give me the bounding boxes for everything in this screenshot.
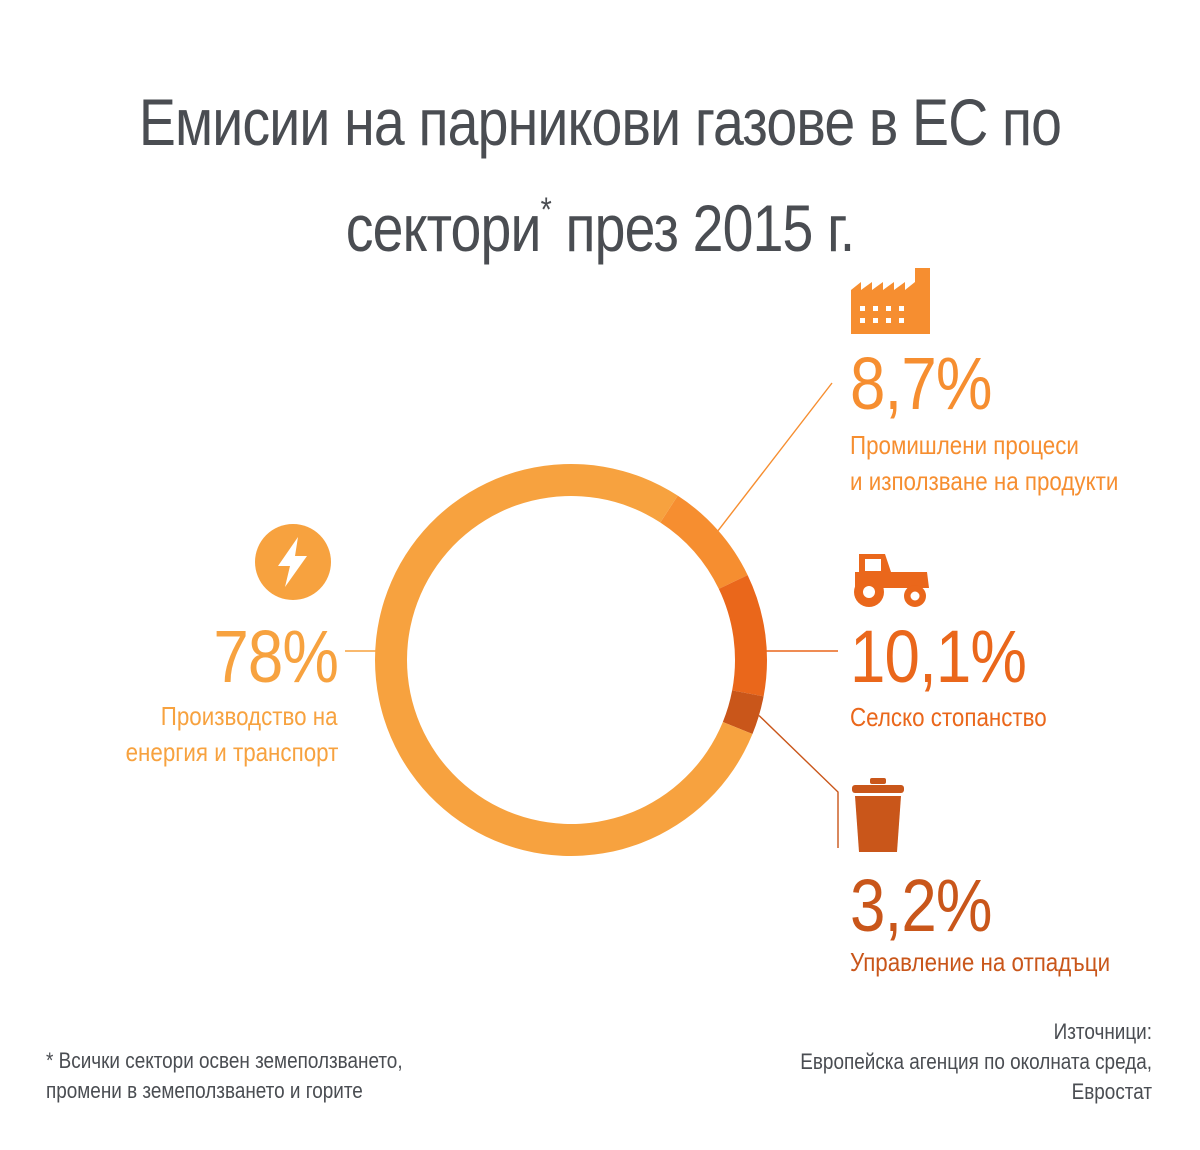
energy-label-line-2: енергия и транспорт xyxy=(125,737,338,767)
leader-line-industry xyxy=(717,382,833,531)
title-line-2-a: сектори xyxy=(345,191,542,265)
donut-slice-1 xyxy=(660,495,748,589)
sources-heading: Източници: xyxy=(1053,1019,1152,1044)
title-line-1: Емисии на парникови газове в ЕС по xyxy=(138,85,1062,159)
sources-line-1: Европейска агенция по околната среда, xyxy=(800,1049,1152,1074)
agriculture-percent: 10,1% xyxy=(850,615,1027,698)
title-line-2: сектори* през 2015 г. xyxy=(96,166,1104,272)
factory-icon xyxy=(851,268,931,339)
donut-slice-2 xyxy=(718,575,767,697)
title-asterisk: * xyxy=(540,191,552,229)
donut-slices xyxy=(374,463,767,856)
trash-can-icon xyxy=(852,778,904,857)
sources: Източници: Европейска агенция по околнат… xyxy=(800,1017,1152,1107)
donut-slice-3 xyxy=(722,690,764,735)
sources-line-2: Евростат xyxy=(1071,1079,1152,1104)
footnote-line-2: промени в земеползването и горите xyxy=(46,1078,363,1103)
tractor-icon xyxy=(851,548,931,615)
industry-label-line-2: и използване на продукти xyxy=(850,466,1119,496)
industry-label-line-1: Промишлени процеси xyxy=(850,430,1079,460)
footnote: * Всички сектори освен земеползването, п… xyxy=(46,1046,403,1106)
footnote-line-1: * Всички сектори освен земеползването, xyxy=(46,1048,403,1073)
title-line-2-b: през 2015 г. xyxy=(550,191,855,265)
agriculture-label: Селско стопанство xyxy=(850,702,1047,732)
industry-percent: 8,7% xyxy=(850,342,992,425)
leader-line-waste xyxy=(758,714,839,848)
lightning-icon xyxy=(254,523,332,606)
energy-percent: 78% xyxy=(213,615,339,698)
leader-lines xyxy=(345,382,839,848)
page-title: Емисии на парникови газове в ЕС по секто… xyxy=(96,78,1104,272)
waste-percent: 3,2% xyxy=(850,864,992,947)
energy-label-line-1: Производство на xyxy=(161,701,338,731)
waste-label: Управление на отпадъци xyxy=(850,947,1111,977)
